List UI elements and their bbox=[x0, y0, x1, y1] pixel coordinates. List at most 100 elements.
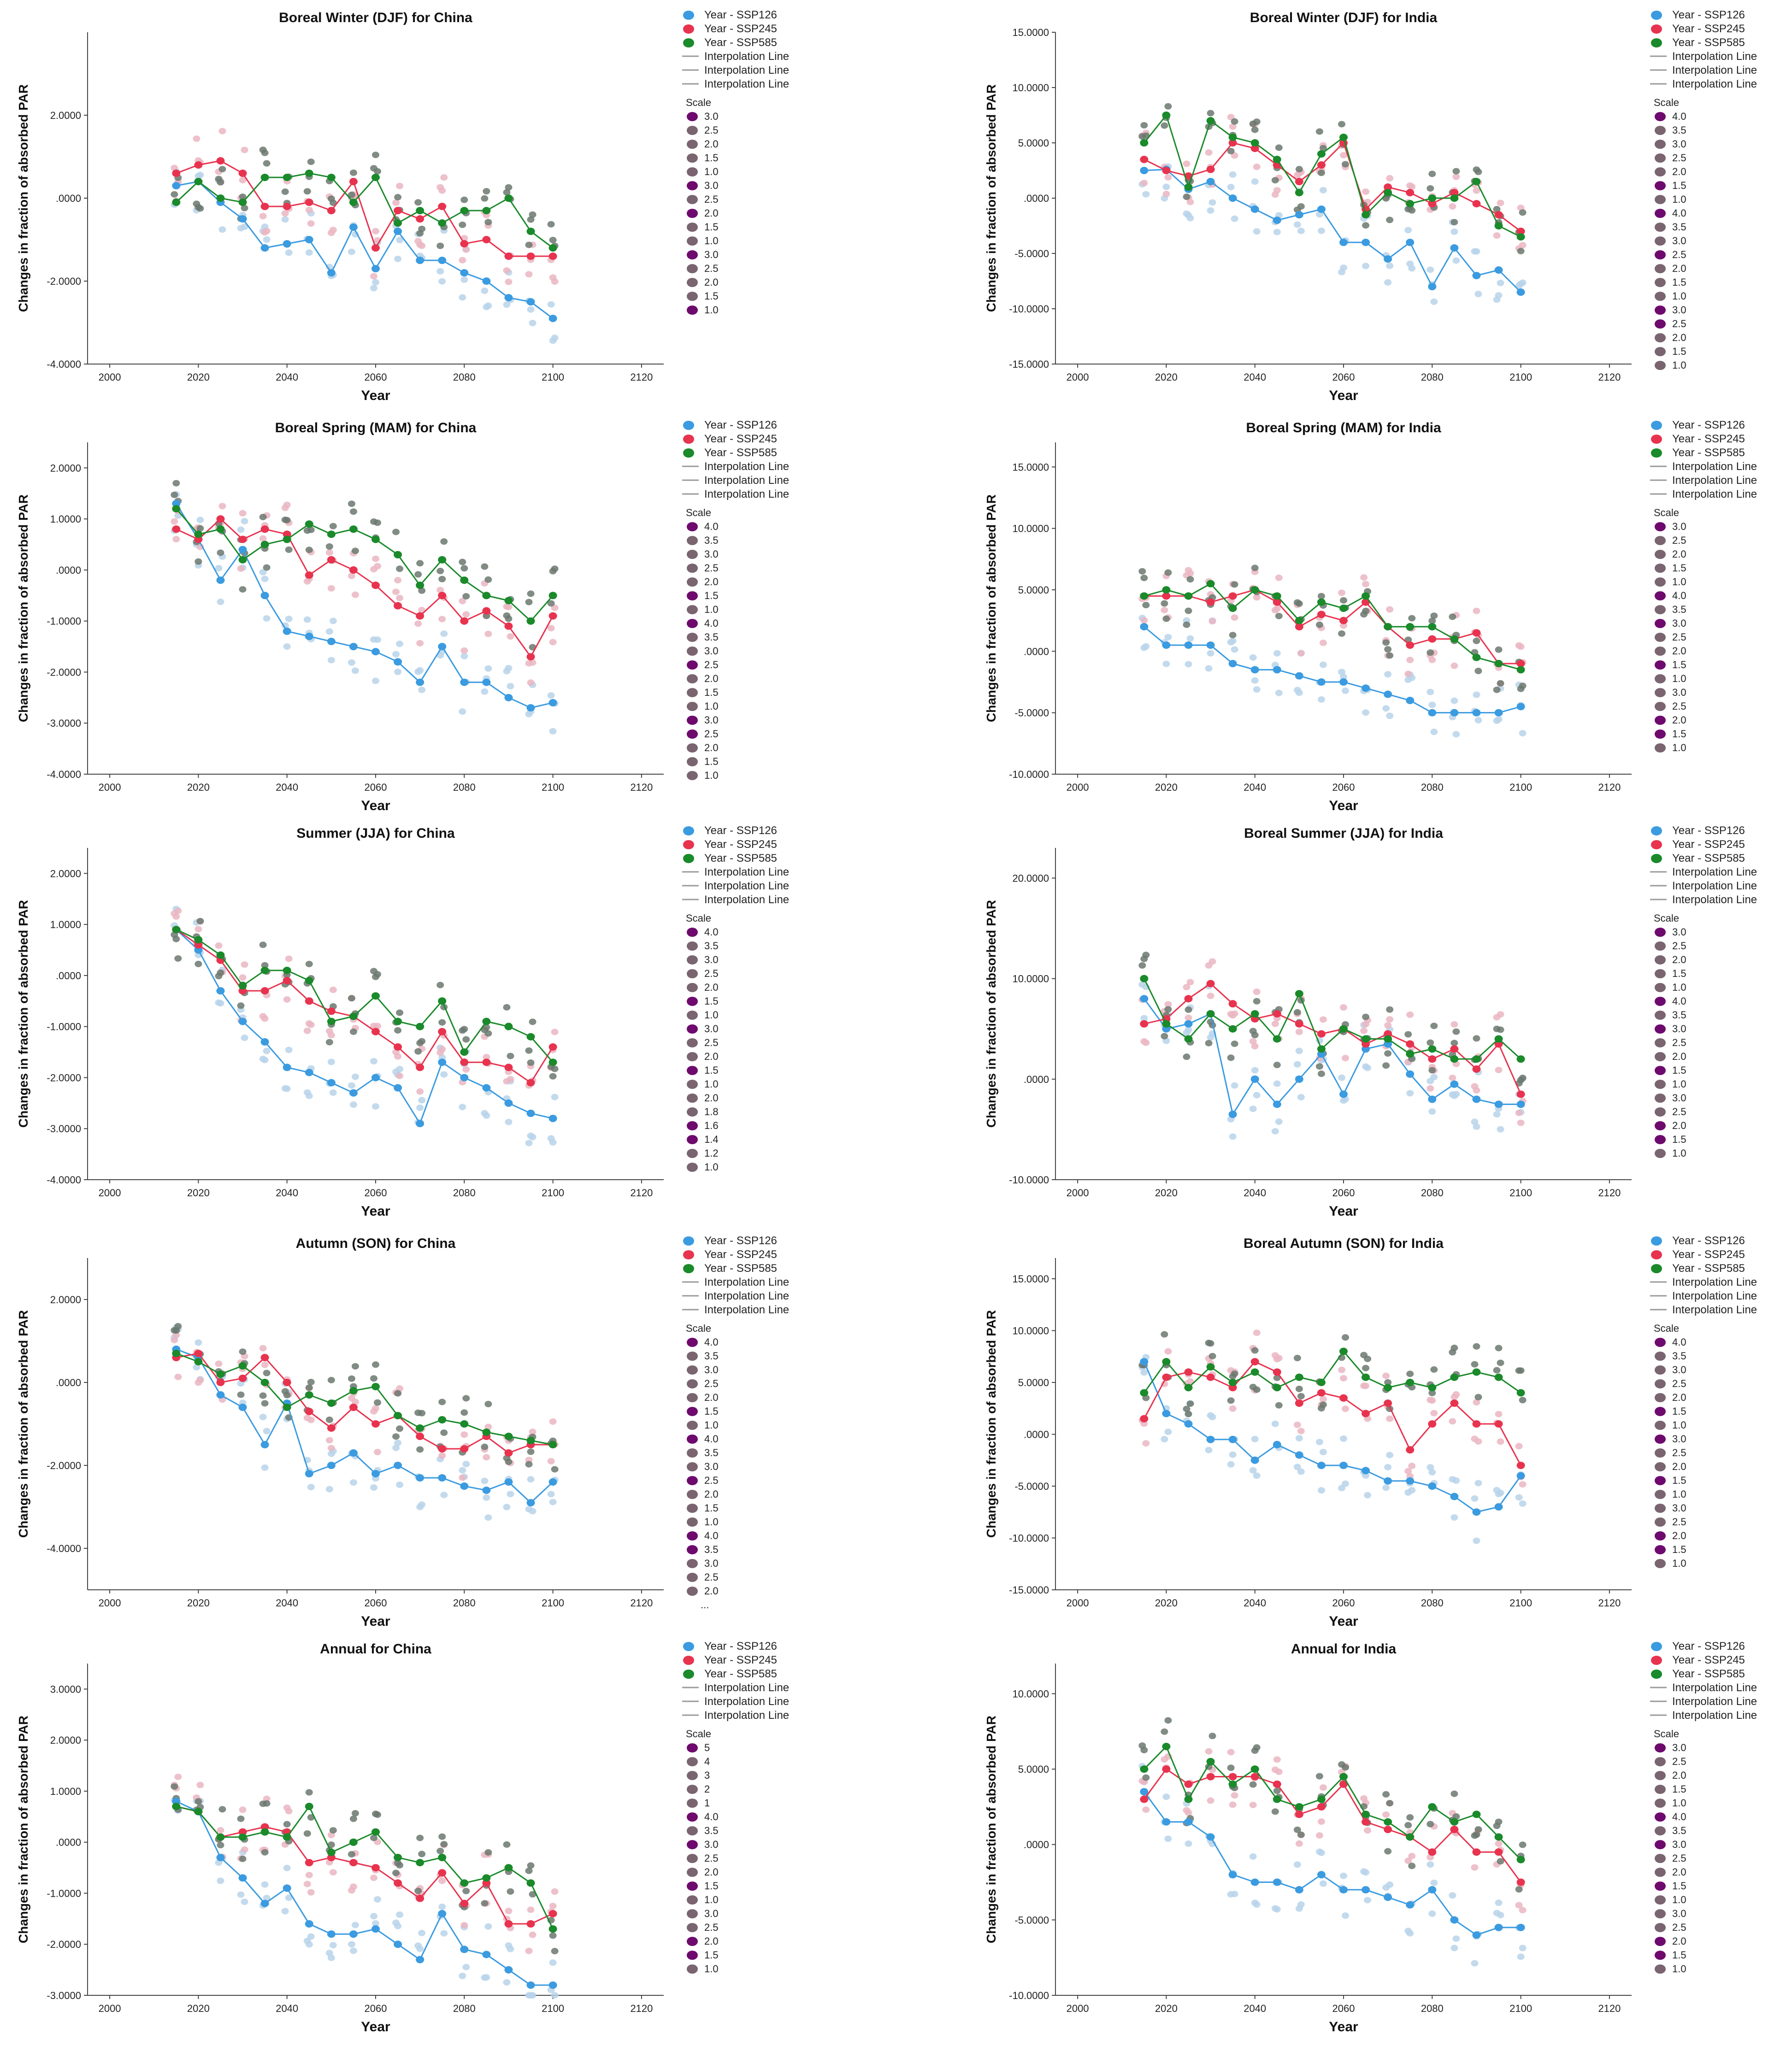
ensemble-dot bbox=[1450, 228, 1458, 235]
series-point-2 bbox=[238, 535, 247, 543]
scale-label: 4.0 bbox=[704, 1336, 719, 1348]
scale-label: 1.5 bbox=[1672, 562, 1686, 574]
ensemble-dot bbox=[484, 665, 492, 672]
series-point-1 bbox=[504, 1099, 513, 1107]
series-point-3 bbox=[238, 199, 247, 206]
scale-marker bbox=[1655, 536, 1666, 545]
series-point-1 bbox=[1228, 660, 1237, 667]
ensemble-dot bbox=[217, 1827, 224, 1834]
ensemble-dot bbox=[1319, 145, 1327, 152]
ensemble-dot bbox=[1386, 175, 1394, 182]
series-point-2 bbox=[1406, 1040, 1415, 1048]
ensemble-dot bbox=[549, 1959, 557, 1966]
ensemble-dot bbox=[1253, 1901, 1261, 1908]
ensemble-dot bbox=[1251, 677, 1259, 684]
scale-marker bbox=[687, 955, 698, 964]
ensemble-dot bbox=[483, 1454, 490, 1461]
series-point-1 bbox=[371, 1074, 380, 1082]
series-point-2 bbox=[460, 1899, 469, 1907]
series-point-1 bbox=[194, 946, 203, 954]
chart-panel-5: Summer (JJA) for China-4.0000-3.0000-2.0… bbox=[16, 824, 789, 1219]
ensemble-dot bbox=[1452, 257, 1460, 264]
scale-marker bbox=[1655, 660, 1666, 670]
ensemble-dot bbox=[462, 1066, 470, 1073]
scale-label: 3.5 bbox=[704, 1544, 719, 1555]
ensemble-dot bbox=[283, 1821, 291, 1828]
ensemble-dot bbox=[327, 1032, 335, 1039]
series-point-2 bbox=[1295, 178, 1303, 185]
series-point-3 bbox=[327, 174, 336, 181]
ensemble-dot bbox=[285, 1894, 293, 1901]
ensemble-dot bbox=[303, 616, 311, 623]
series-point-1 bbox=[1384, 690, 1392, 698]
ensemble-dot bbox=[436, 242, 444, 249]
series-point-1 bbox=[394, 228, 402, 235]
series-point-1 bbox=[416, 1120, 424, 1128]
scale-marker bbox=[687, 1573, 698, 1582]
scale-label: 3.5 bbox=[1672, 1350, 1686, 1362]
series-point-2 bbox=[1428, 1848, 1437, 1856]
scale-marker bbox=[1655, 1149, 1666, 1158]
ensemble-dot bbox=[307, 1417, 315, 1423]
x-tick-label: 2080 bbox=[1421, 1187, 1444, 1199]
legend-entry: Year - SSP126 bbox=[704, 419, 777, 431]
ensemble-dot bbox=[261, 576, 269, 582]
ensemble-dot bbox=[305, 206, 313, 213]
scale-label: 2.0 bbox=[704, 1585, 719, 1597]
ensemble-dot bbox=[1473, 691, 1480, 698]
series-point-1 bbox=[1228, 194, 1237, 202]
series-point-3 bbox=[1428, 194, 1437, 202]
series-point-2 bbox=[1362, 1818, 1370, 1826]
series-point-2 bbox=[394, 1043, 402, 1051]
ensemble-dot bbox=[348, 248, 355, 255]
ensemble-dot bbox=[325, 1039, 333, 1046]
series-point-1 bbox=[1339, 678, 1348, 686]
series-point-3 bbox=[1317, 150, 1326, 158]
series-point-1 bbox=[1162, 1410, 1171, 1417]
ensemble-dot bbox=[218, 1806, 226, 1813]
ensemble-dot bbox=[505, 1907, 513, 1914]
y-tick-label: 10.0000 bbox=[1012, 973, 1049, 985]
ensemble-dot bbox=[1253, 1744, 1261, 1751]
x-tick-label: 2060 bbox=[365, 2003, 387, 2014]
series-point-3 bbox=[1228, 1379, 1237, 1386]
ensemble-dot bbox=[551, 604, 559, 611]
scale-label: 2.5 bbox=[704, 1475, 719, 1486]
series-point-2 bbox=[1406, 641, 1415, 649]
series-point-3 bbox=[260, 1828, 269, 1836]
series-point-2 bbox=[349, 178, 358, 185]
legend-marker-2 bbox=[683, 840, 694, 849]
ensemble-dot bbox=[392, 1444, 400, 1451]
ensemble-dot bbox=[1430, 1023, 1438, 1029]
scale-marker bbox=[1655, 550, 1666, 559]
series-point-3 bbox=[1228, 1780, 1237, 1788]
series-point-1 bbox=[1384, 1893, 1392, 1901]
scale-marker bbox=[1655, 195, 1666, 204]
scale-marker bbox=[1655, 361, 1666, 370]
ensemble-dot bbox=[370, 1375, 377, 1382]
series-point-2 bbox=[1494, 211, 1503, 218]
series-point-3 bbox=[504, 597, 513, 605]
series-point-3 bbox=[1250, 586, 1259, 594]
y-tick-label: 20.0000 bbox=[1012, 872, 1049, 884]
ensemble-dot bbox=[1427, 1861, 1434, 1868]
legend-marker-1 bbox=[683, 1236, 694, 1246]
ensemble-dot bbox=[1430, 612, 1438, 619]
ensemble-dot bbox=[527, 1448, 535, 1455]
scale-marker bbox=[1655, 1757, 1666, 1766]
legend-entry: Year - SSP245 bbox=[704, 1654, 777, 1666]
scale-marker bbox=[1655, 969, 1666, 978]
series-point-3 bbox=[371, 1383, 380, 1390]
series-line-3 bbox=[1144, 113, 1521, 238]
ensemble-dot bbox=[195, 1798, 202, 1805]
ensemble-dot bbox=[462, 1964, 470, 1970]
ensemble-dot bbox=[394, 1390, 402, 1397]
scale-marker bbox=[687, 1951, 698, 1960]
series-point-3 bbox=[1339, 1025, 1348, 1033]
series-point-3 bbox=[1384, 189, 1392, 196]
ensemble-dot bbox=[237, 1002, 245, 1009]
ensemble-dot bbox=[462, 1036, 470, 1043]
ensemble-dot bbox=[1142, 602, 1150, 609]
legend-entry: Year - SSP245 bbox=[1672, 23, 1745, 35]
scale-label: 4.0 bbox=[704, 617, 719, 629]
